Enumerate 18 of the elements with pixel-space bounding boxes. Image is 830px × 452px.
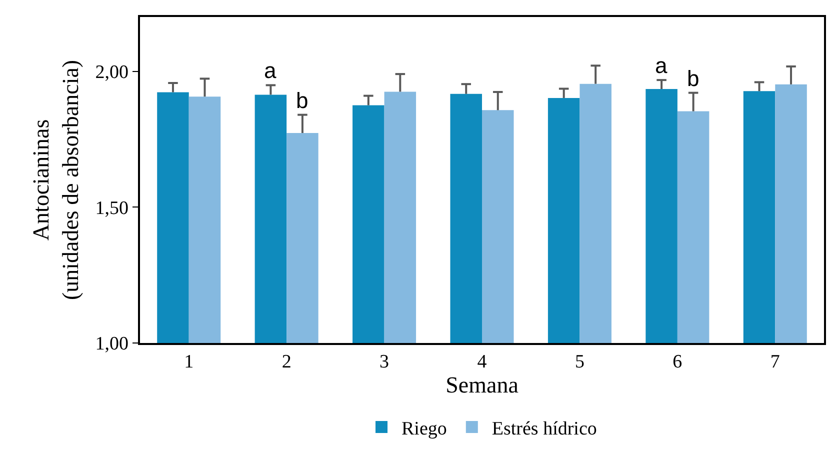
annotation: a <box>264 58 277 83</box>
annotation: b <box>296 88 308 113</box>
annotation: a <box>655 53 668 78</box>
x-tick-label: 6 <box>672 352 682 373</box>
y-tick-label: 2,00 <box>95 62 128 83</box>
y-tick-label: 1,50 <box>95 198 128 219</box>
x-tick-label: 4 <box>477 352 488 373</box>
legend-label: Riego <box>402 418 447 440</box>
x-tick-label: 7 <box>770 352 780 373</box>
x-tick-label: 1 <box>184 352 194 373</box>
annotation: b <box>687 66 700 91</box>
x-tick-label: 5 <box>574 352 584 373</box>
legend-label: Estrés hídrico <box>492 418 597 440</box>
x-axis-title: Semana <box>446 372 518 398</box>
y-axis-title: Antocianinas (unidades de absorbancia) <box>28 60 84 300</box>
x-tick-label: 2 <box>282 352 292 373</box>
y-tick-label: 1,00 <box>95 334 128 355</box>
x-tick-label: 3 <box>380 352 390 373</box>
